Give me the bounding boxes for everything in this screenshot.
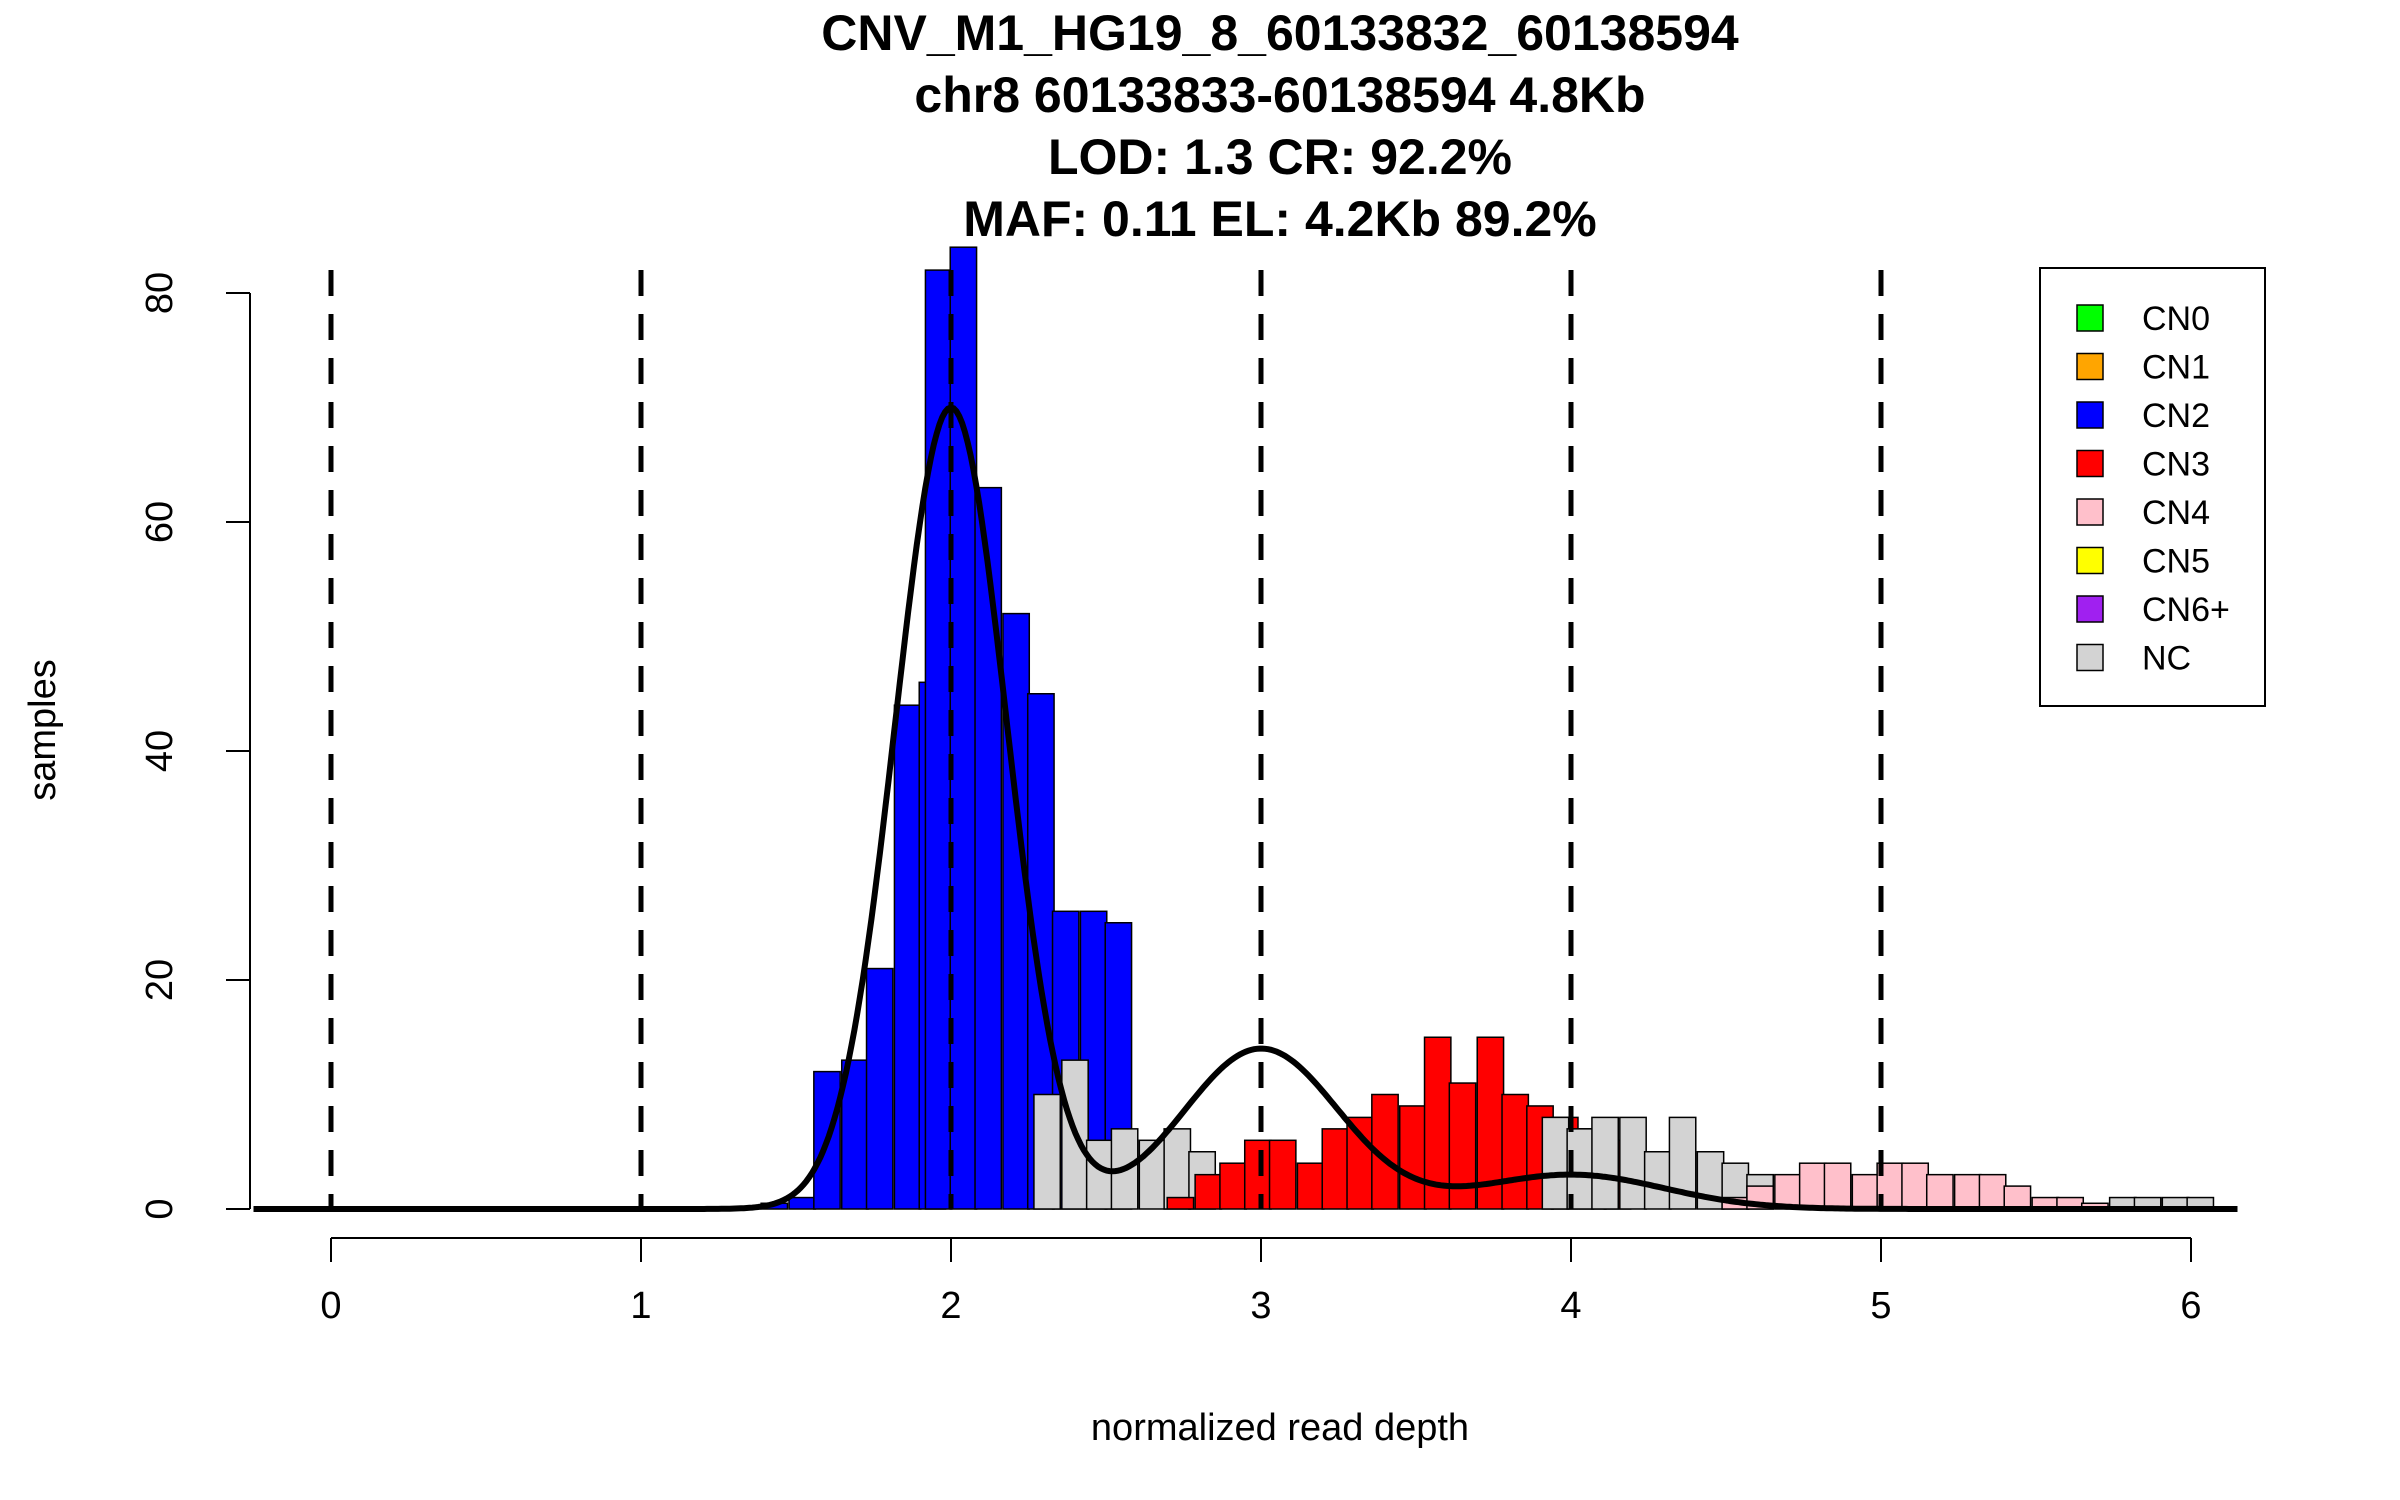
legend-swatch-cn1 <box>2076 352 2104 381</box>
title-line-3: LOD: 1.3 CR: 92.2% <box>1048 129 1512 185</box>
x-tick-label-0: 0 <box>320 1285 341 1327</box>
histogram-bar-cn3-35 <box>1501 1093 1530 1210</box>
fitted-density-curve <box>253 404 2238 1212</box>
y-axis: 0 20 40 60 80 <box>139 272 251 1220</box>
legend-swatch-cn6plus <box>2076 595 2104 623</box>
legend-label-cn4: CN4 <box>2142 494 2210 532</box>
x-tick-label-6: 6 <box>2180 1285 2201 1327</box>
legend-swatch-cn3 <box>2076 449 2104 478</box>
histogram-bar-cn4-59 <box>1978 1173 2007 1210</box>
legend-label-nc: NC <box>2142 640 2191 678</box>
histogram-bar-cn4-56 <box>1901 1162 1930 1210</box>
fitted-density-curves <box>253 404 2238 1212</box>
legend-swatch-nc <box>2076 643 2104 672</box>
histogram-bar-cn2-10 <box>1002 612 1031 1210</box>
legend-label-cn2: CN2 <box>2142 397 2210 435</box>
histogram-bar-cn3-26 <box>1268 1139 1297 1210</box>
legend-label-cn6plus: CN6+ <box>2142 591 2230 629</box>
legend-label-cn1: CN1 <box>2142 349 2210 387</box>
histogram-bar-cn3-31 <box>1398 1105 1427 1210</box>
x-axis-label: normalized read depth <box>1091 1407 1469 1449</box>
histogram-bar-cn3-24 <box>1219 1162 1248 1210</box>
histogram-bar-nc-40 <box>1541 1116 1570 1210</box>
x-tick-label-1: 1 <box>630 1285 651 1327</box>
legend-label-cn5: CN5 <box>2142 543 2210 581</box>
histogram-bar-cn4-52 <box>1798 1162 1827 1210</box>
legend-swatch-cn2 <box>2076 401 2104 429</box>
histogram-bar-nc-20 <box>1163 1128 1192 1210</box>
histogram-bar-cn3-29 <box>1346 1116 1375 1210</box>
y-tick-label-40: 40 <box>139 730 181 772</box>
histogram-bar-nc-42 <box>1591 1116 1620 1210</box>
legend-label-cn3: CN3 <box>2142 446 2210 484</box>
legend-label-cn0: CN0 <box>2142 300 2210 338</box>
x-tick-label-2: 2 <box>940 1285 961 1327</box>
y-tick-label-60: 60 <box>139 501 181 543</box>
x-axis: 0 1 2 3 4 5 6 <box>320 1237 2202 1327</box>
histogram-bar-cn3-23 <box>1194 1173 1223 1210</box>
copy-number-guide-lines <box>328 270 1884 1209</box>
histogram-bar-cn2-8 <box>949 246 978 1210</box>
histogram-bar-nc-44 <box>1643 1151 1672 1210</box>
x-tick-label-5: 5 <box>1870 1285 1891 1327</box>
y-tick-label-0: 0 <box>139 1198 181 1219</box>
y-tick-label-20: 20 <box>139 959 181 1001</box>
histogram-bar-cn2-4 <box>865 967 894 1210</box>
histogram-bar-cn3-25 <box>1243 1139 1272 1210</box>
histogram-bar-cn2-9 <box>974 486 1003 1210</box>
x-tick-label-3: 3 <box>1250 1285 1271 1327</box>
legend: CN0 CN1 CN2 CN3 CN4 CN5 CN6+ NC <box>2039 267 2266 707</box>
title-line-4: MAF: 0.11 EL: 4.2Kb 89.2% <box>963 191 1597 247</box>
histogram-bar-cn2-1 <box>788 1196 817 1210</box>
title-line-1: CNV_M1_HG19_8_60133832_60138594 <box>821 5 1739 61</box>
chart-title: CNV_M1_HG19_8_60133832_60138594 chr8 601… <box>821 5 1739 247</box>
histogram-bar-cn4-58 <box>1953 1173 1982 1210</box>
histogram-bar-cn4-60 <box>2003 1185 2032 1210</box>
histogram-bar-cn4-54 <box>1851 1173 1880 1210</box>
histogram-bar-cn3-33 <box>1448 1082 1477 1210</box>
title-line-2: chr8 60133833-60138594 4.8Kb <box>914 67 1645 123</box>
histogram-bar-cn4-57 <box>1925 1173 1954 1210</box>
histogram-bar-cn3-27 <box>1296 1162 1325 1210</box>
legend-box <box>2039 267 2266 707</box>
legend-swatch-cn0 <box>2076 304 2104 332</box>
y-axis-label: samples <box>22 659 64 801</box>
histogram-bar-cn2-5 <box>893 704 922 1210</box>
y-tick-label-80: 80 <box>139 272 181 314</box>
histogram-bars <box>760 246 2215 1210</box>
legend-swatch-cn4 <box>2076 498 2104 526</box>
histogram-bar-cn4-53 <box>1823 1162 1852 1210</box>
histogram-bar-nc-15 <box>1033 1093 1062 1210</box>
histogram-bar-cn3-22 <box>1166 1196 1195 1210</box>
histogram-bar-nc-17 <box>1085 1139 1114 1210</box>
histogram-bar-nc-43 <box>1619 1116 1647 1210</box>
x-tick-label-4: 4 <box>1560 1285 1581 1327</box>
histogram-bar-cn3-28 <box>1321 1128 1350 1210</box>
legend-swatch-cn5 <box>2076 546 2104 575</box>
